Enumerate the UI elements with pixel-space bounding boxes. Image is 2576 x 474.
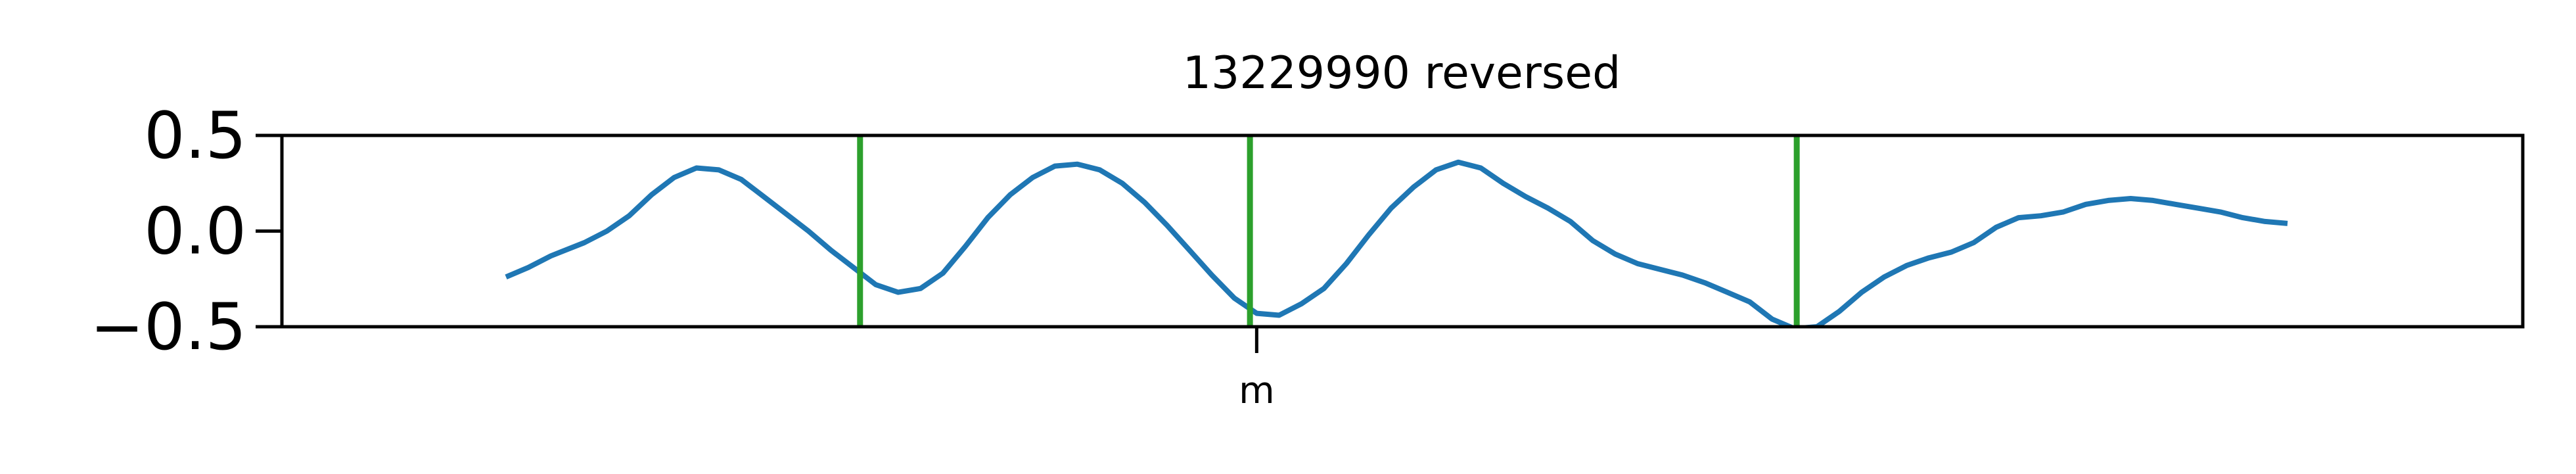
axes-frame	[280, 133, 2525, 329]
y-axis: 0.5 0.0 −0.5	[90, 99, 282, 365]
series-line-0	[505, 159, 2288, 327]
x-tick-label-0: m	[1239, 369, 1275, 412]
plot-area	[505, 135, 2288, 327]
chart-title: 13229990 reversed	[1183, 47, 1621, 99]
y-tick-label-1: 0.0	[144, 195, 246, 270]
x-axis: m	[1239, 327, 1275, 412]
y-tick-label-0: 0.5	[144, 99, 246, 174]
y-tick-label-2: −0.5	[90, 290, 246, 365]
